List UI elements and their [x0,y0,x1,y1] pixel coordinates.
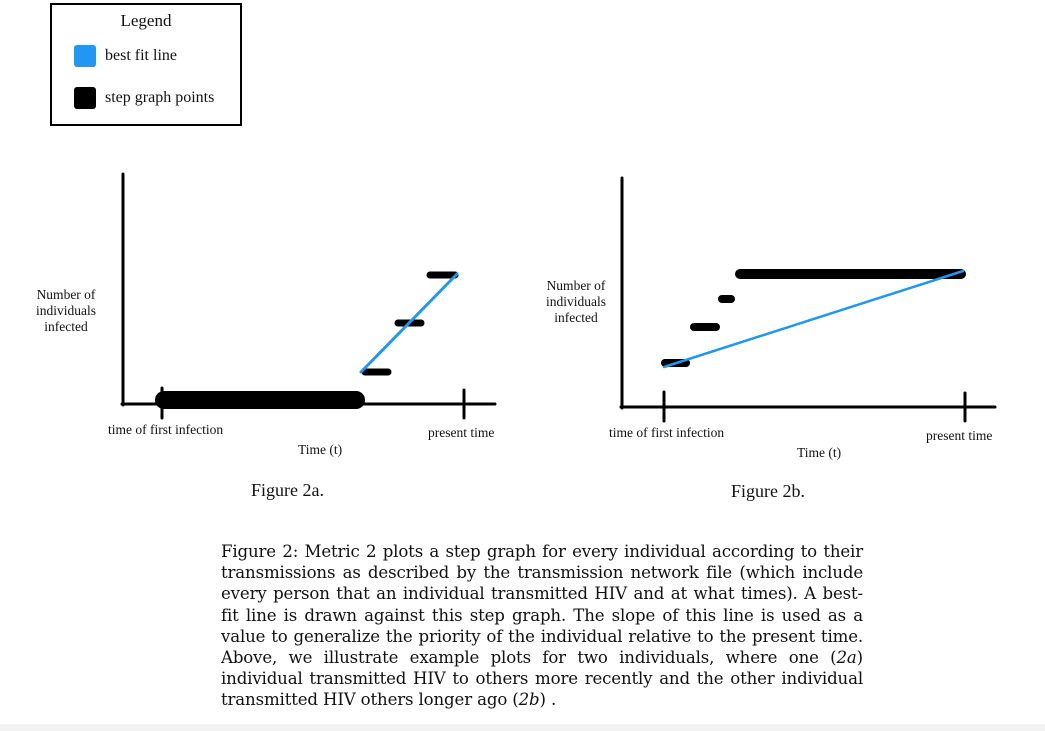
fig2a-best-fit-line [359,272,459,374]
caption-ref-2b: 2b [518,690,540,710]
caption-prefix: Figure 2: [221,542,299,561]
caption-middle: ) individual transmitted HIV to others m… [221,648,863,710]
fig2a-y-axis-label: Number of individuals infected [36,287,96,334]
blue-swatch-icon [74,45,96,67]
fig2b-end-label: present time [926,428,993,443]
fig2b-best-fit-line [662,269,965,369]
bottom-scroll-strip [0,724,1045,731]
caption-ref-2a: 2a [836,648,857,668]
legend: Legend best fit line step graph points [50,3,242,126]
legend-title: Legend [120,11,172,30]
caption-suffix: ) . [539,690,557,710]
black-swatch-icon [74,87,96,109]
fig2b-y-axis-label: Number of individuals infected [546,278,606,325]
legend-item-label: step graph points [105,89,215,106]
legend-item-label: best fit line [105,47,177,64]
fig2b-title: Figure 2b. [731,481,805,501]
legend-item-best-fit: best fit line [74,45,177,67]
fig2b-start-label: time of first infection [609,425,725,440]
fig2a-x-axis-label: Time (t) [298,442,343,457]
fig2a-start-label: time of first infection [108,422,224,437]
fig2a-end-label: present time [428,425,495,440]
figure-caption: Figure 2: Metric 2 plots a step graph fo… [221,541,863,711]
fig2b-x-axis-label: Time (t) [797,445,842,460]
caption-body: Metric 2 plots a step graph for every in… [221,542,863,668]
legend-item-step-points: step graph points [74,87,214,109]
fig2a-title: Figure 2a. [251,480,324,500]
